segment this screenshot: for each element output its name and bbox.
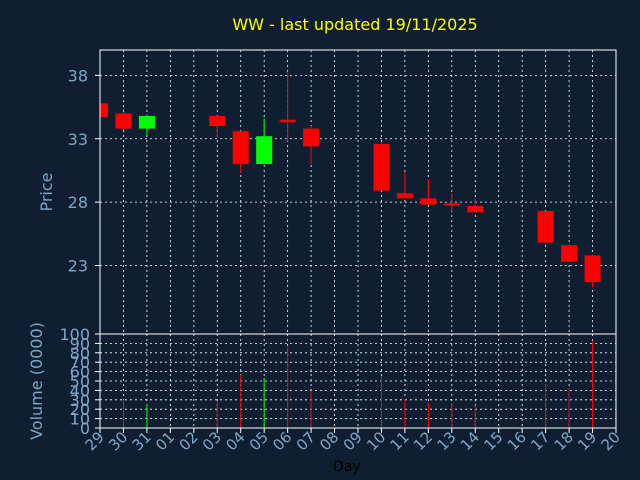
candle-12 (420, 179, 437, 205)
day-tick-label: 13 (433, 428, 459, 454)
candle-body (396, 193, 413, 199)
candle-body (467, 205, 484, 213)
volume-tick-label: 20 (70, 400, 90, 419)
volume-tick-label: 100 (59, 325, 90, 344)
candle-body (303, 128, 320, 147)
volume-tick-label: 80 (70, 344, 90, 363)
candle-07 (303, 126, 320, 165)
candle-11 (396, 171, 413, 199)
candle-body (232, 131, 249, 165)
candle-05 (256, 118, 273, 165)
chart-title: WW - last updated 19/11/2025 (232, 15, 477, 34)
volume-tick-label: 60 (70, 363, 90, 382)
candle-body (584, 255, 601, 283)
price-y-ticks: 23 28 33 38 (68, 66, 100, 276)
candle-31 (138, 114, 155, 135)
day-tick-label: 15 (480, 428, 506, 454)
candle-30 (115, 112, 132, 130)
volume-tick-label: 0 (80, 419, 90, 438)
day-tick-label: 11 (387, 428, 413, 454)
price-panel: 23 28 33 38 Price (37, 49, 617, 335)
day-tick-label: 01 (152, 428, 178, 454)
volume-grid (100, 334, 616, 428)
candle-body (537, 211, 554, 243)
price-tick-label: 33 (68, 130, 88, 149)
day-tick-label: 19 (574, 428, 600, 454)
candle-body (100, 103, 108, 118)
volume-tick-label: 70 (70, 353, 90, 372)
candle-body (561, 245, 578, 262)
price-candles (99, 71, 601, 288)
candle-body (279, 119, 296, 123)
candle-17 (537, 211, 554, 243)
day-tick-label: 30 (105, 428, 131, 454)
day-tick-label: 05 (246, 428, 272, 454)
day-x-ticks: 2930310102030405060708091011121314151617… (82, 428, 624, 454)
volume-tick-label: 10 (70, 410, 90, 429)
day-tick-label: 10 (363, 428, 389, 454)
day-tick-label: 16 (504, 428, 530, 454)
price-tick-label: 23 (68, 257, 88, 276)
day-tick-label: 03 (199, 428, 225, 454)
candle-04 (232, 131, 249, 173)
candle-18 (561, 245, 578, 262)
day-tick-label: 12 (410, 428, 436, 454)
volume-axis-label: Volume (0000) (27, 322, 46, 440)
candle-body (209, 115, 226, 127)
candle-body (373, 143, 390, 191)
day-tick-label: 31 (129, 428, 155, 454)
volume-tick-label: 50 (70, 372, 90, 391)
price-tick-label: 28 (68, 193, 88, 212)
candle-body (443, 203, 460, 206)
candle-body (115, 113, 132, 129)
day-tick-label: 07 (293, 428, 319, 454)
day-tick-label: 04 (222, 428, 248, 454)
day-tick-label: 17 (527, 428, 553, 454)
day-tick-label: 14 (457, 428, 483, 454)
candle-29 (99, 103, 108, 118)
price-tick-label: 38 (68, 66, 88, 85)
day-tick-label: 20 (598, 428, 624, 454)
price-grid (100, 50, 616, 334)
volume-bars (122, 340, 594, 428)
x-axis-label: Day (333, 459, 361, 475)
candle-19 (584, 255, 601, 288)
candle-10 (373, 142, 390, 191)
candle-03 (209, 115, 226, 138)
day-tick-label: 08 (316, 428, 342, 454)
candle-body (138, 115, 155, 129)
candle-body (256, 136, 273, 165)
candle-13 (443, 193, 460, 212)
day-tick-label: 02 (175, 428, 201, 454)
volume-tick-label: 90 (70, 334, 90, 353)
day-tick-label: 09 (340, 428, 366, 454)
day-tick-label: 18 (551, 428, 577, 454)
volume-tick-label: 30 (70, 391, 90, 410)
candle-14 (467, 198, 484, 213)
day-tick-label: 06 (269, 428, 295, 454)
volume-tick-label: 40 (70, 381, 90, 400)
candle-body (420, 198, 437, 205)
candle-06 (279, 71, 296, 142)
price-axis-label: Price (37, 172, 56, 211)
